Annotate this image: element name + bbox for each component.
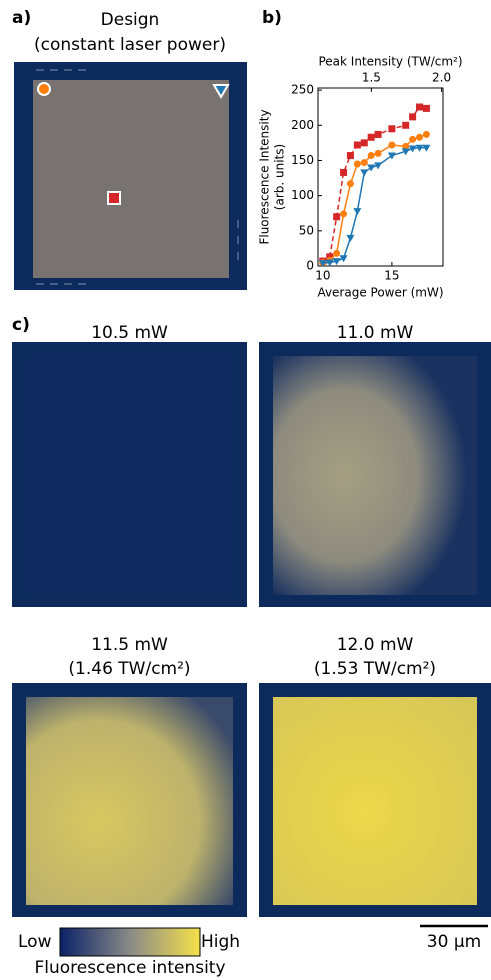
point [368,134,375,141]
image-title: 11.5 mW [91,635,168,655]
fluorescence-image [273,697,477,905]
point [346,235,354,242]
point [423,105,430,112]
point [361,139,368,146]
point [388,153,396,160]
point [340,210,347,217]
point [375,131,382,138]
panel-label: b) [262,8,282,28]
fluorescence-image [26,356,233,595]
fluorescence-image [26,697,233,905]
point [354,160,361,167]
image-subtitle: (1.46 TW/cm²) [68,659,190,679]
panel-label: c) [12,315,30,335]
x2-tick-label: 1.5 [362,71,381,85]
colorbar [60,928,200,956]
colorbar-low: Low [18,932,52,952]
design-marker [38,83,50,95]
point [333,250,340,257]
x2-axis-label: Peak Intensity (TW/cm²) [318,55,462,69]
panel-label: a) [12,8,31,28]
design-area [33,80,229,278]
point [423,131,430,138]
x2-tick-label: 2.0 [432,71,451,85]
panel-title: Design [101,10,160,30]
point [360,169,368,176]
point [375,150,382,157]
y-axis-label: (arb. units) [273,144,287,210]
y-tick-label: 250 [291,83,314,97]
point [368,152,375,159]
scale-bar-label: 30 μm [427,932,481,952]
point [416,103,423,110]
image-title: 11.0 mW [337,323,414,343]
panel-title: (constant laser power) [34,35,226,55]
y-tick-label: 150 [291,153,314,167]
colorbar-high: High [201,932,240,952]
point [409,136,416,143]
series-line [323,107,427,261]
colorbar-label: Fluorescence intensity [34,958,225,978]
plot-frame [318,88,443,266]
point [416,134,423,141]
image-subtitle: (1.53 TW/cm²) [314,659,436,679]
image-title: 10.5 mW [91,323,168,343]
y-tick-label: 50 [299,223,314,237]
fluorescence-image [273,356,477,595]
y-axis-label: Fluorescence Intensity [258,109,272,244]
y-tick-label: 100 [291,188,314,202]
y-tick-label: 200 [291,118,314,132]
x-axis-label: Average Power (mW) [317,286,443,300]
point [409,113,416,120]
x-tick-label: 10 [315,269,330,283]
y-tick-label: 0 [306,259,314,273]
point [340,169,347,176]
point [347,152,354,159]
figure: a) Design (constant laser power) b) c) 1… [0,0,491,980]
point [402,122,409,129]
x-tick-label: 15 [384,269,399,283]
point [347,180,354,187]
point [333,213,340,220]
point [388,125,395,132]
image-title: 12.0 mW [337,635,414,655]
point [354,141,361,148]
point [361,159,368,166]
point [388,141,395,148]
point [353,208,361,215]
design-marker [108,192,120,204]
point [367,165,375,172]
image-grid: 10.5 mW(1.34 TW/cm²)11.0 mW(1.40 TW/cm²)… [12,323,491,917]
